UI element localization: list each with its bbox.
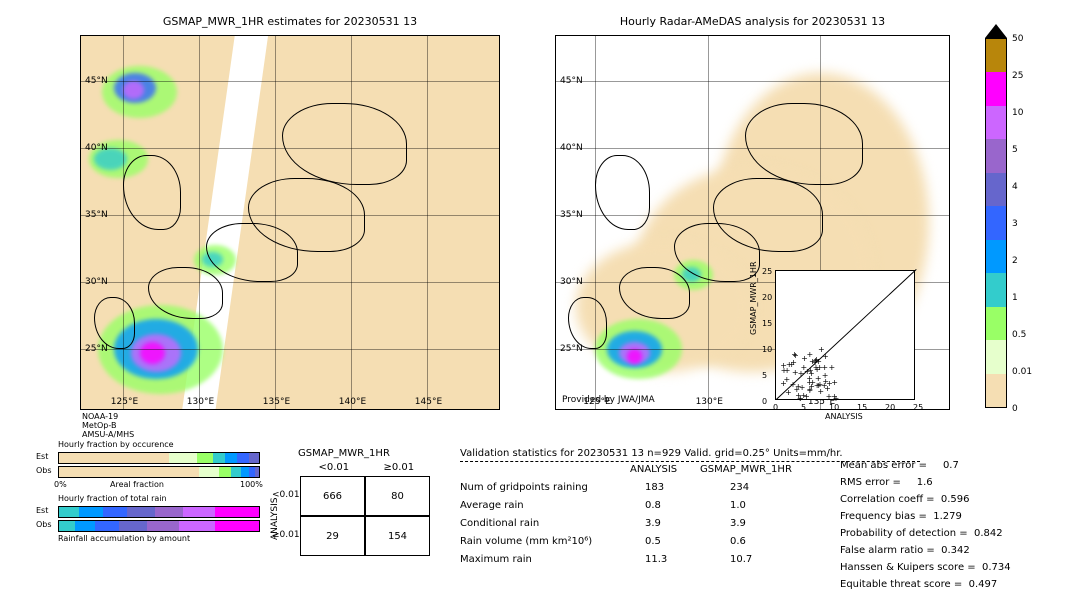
metric-row: Correlation coeff = 0.596 — [840, 494, 970, 505]
map-panel: 45°N40°N35°N30°N25°N125°E130°E135°E140°E… — [80, 35, 500, 410]
map-title: GSMAP_MWR_1HR estimates for 20230531 13 — [80, 15, 500, 28]
contingency-cell: 666 — [300, 476, 365, 516]
fraction-bar — [58, 506, 260, 518]
contingency-cell: 29 — [300, 516, 365, 556]
fraction-bar — [58, 466, 260, 478]
metric-row: RMS error = 1.6 — [840, 477, 933, 488]
colorbar: 502510543210.50.010 — [985, 38, 1007, 408]
map-title: Hourly Radar-AMeDAS analysis for 2023053… — [555, 15, 950, 28]
metric-row: Equitable threat score = 0.497 — [840, 579, 997, 590]
fraction-bar — [58, 520, 260, 532]
scatter-plot: ++++++++++++++++++++++++++++++++++++++++… — [775, 270, 915, 400]
metric-row: Hanssen & Kuipers score = 0.734 — [840, 562, 1011, 573]
metric-row: Frequency bias = 1.279 — [840, 511, 962, 522]
fraction-bar — [58, 452, 260, 464]
metric-row: Mean abs error = 0.7 — [840, 460, 959, 471]
metric-row: Probability of detection = 0.842 — [840, 528, 1003, 539]
colorbar-overflow-arrow — [985, 24, 1007, 38]
metric-row: False alarm ratio = 0.342 — [840, 545, 970, 556]
provided-by-label: Provided by JWA/JMA — [562, 395, 655, 405]
contingency-cell: 80 — [365, 476, 430, 516]
contingency-cell: 154 — [365, 516, 430, 556]
